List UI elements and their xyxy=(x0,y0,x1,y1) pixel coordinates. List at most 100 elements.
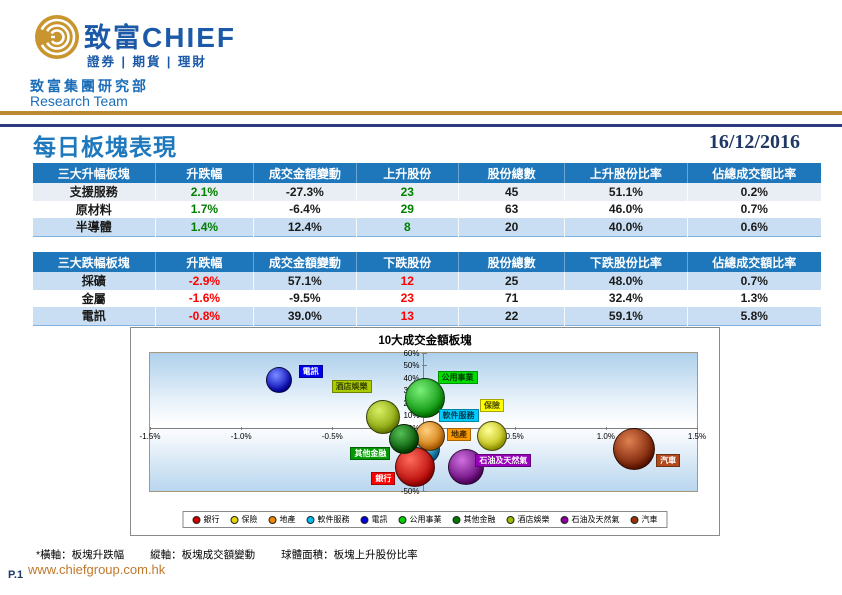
table-cell: 5.8% xyxy=(687,307,821,325)
legend-dot-icon xyxy=(360,515,369,524)
table-cell: 1.3% xyxy=(687,289,821,307)
table-cell: 51.1% xyxy=(564,183,688,201)
y-tick-mark xyxy=(421,352,427,354)
table-cell: 2.1% xyxy=(155,183,255,201)
legend-label: 電訊 xyxy=(371,515,388,524)
x-tick-mark xyxy=(241,426,243,430)
chief-logo-icon xyxy=(35,15,79,59)
bubble-label-7: 其他金融 xyxy=(350,447,391,461)
bubble-label-1: 銀行 xyxy=(371,471,396,485)
table-cell: 半導體 xyxy=(33,218,156,236)
brand-tagline: 證券 | 期貨 | 理財 xyxy=(87,55,207,69)
table-cell: 59.1% xyxy=(564,307,688,325)
table-cell: 39.0% xyxy=(253,307,357,325)
table-cell: 1.4% xyxy=(155,218,255,236)
column-header: 下跌股份 xyxy=(356,252,460,272)
website-link[interactable]: www.chiefgroup.com.hk xyxy=(28,562,166,577)
bubble-label-2: 保險 xyxy=(479,398,504,412)
table-cell: 原材料 xyxy=(33,200,156,218)
table-cell: 25 xyxy=(458,272,566,290)
y-tick-mark xyxy=(421,490,427,492)
table-cell: 48.0% xyxy=(564,272,688,290)
legend-item: 保險 xyxy=(230,514,258,525)
table-cell: 支援服務 xyxy=(33,183,156,201)
bubble-10 xyxy=(613,428,656,471)
legend-dot-icon xyxy=(306,515,315,524)
page-title: 每日板塊表現 xyxy=(33,134,177,160)
y-tick-label: 40% xyxy=(403,373,420,383)
y-tick-label: 50% xyxy=(403,361,420,371)
losers-table: 三大跌幅板塊 升跌幅 成交金額變動 下跌股份 股份總數 下跌股份比率 佔總成交額比率 採礦 -2… xyxy=(33,252,821,326)
column-header: 佔總成交額比率 xyxy=(687,252,821,272)
footnote-part: *橫軸：板塊升跌幅 xyxy=(36,549,125,561)
table-row: 半導體 1.4% 12.4% 8 20 40.0% 0.6% xyxy=(33,218,821,236)
table-cell: 20 xyxy=(458,218,566,236)
table-cell: -6.4% xyxy=(253,200,357,218)
legend-dot-icon xyxy=(452,515,461,524)
x-tick-mark xyxy=(697,426,698,430)
chart-plot-area: 60%50%40%30%20%10%0%-10%-20%-30%-40%-50%… xyxy=(140,349,707,496)
legend-item: 公用事業 xyxy=(398,514,442,525)
table-cell: 0.7% xyxy=(687,200,821,218)
chart-title: 10大成交金額板塊 xyxy=(378,335,472,347)
column-header: 升跌幅 xyxy=(155,252,255,272)
column-header: 佔總成交額比率 xyxy=(687,163,821,183)
table-cell: -1.6% xyxy=(155,289,255,307)
x-tick-label: 1.5% xyxy=(687,432,707,442)
legend-item: 軟件服務 xyxy=(306,514,350,525)
table-cell: 1.7% xyxy=(155,200,255,218)
chart-legend: 銀行 保險 地產 軟件服務 電訊 公用事業 其他金融 酒店娛樂 石油及天然氣 汽車 xyxy=(182,511,668,528)
table-header-row: 三大升幅板塊 升跌幅 成交金額變動 上升股份 股份總數 上升股份比率 佔總成交額比率 xyxy=(33,163,821,183)
navy-divider xyxy=(0,124,842,127)
table-cell: 金屬 xyxy=(33,289,156,307)
x-tick-label: 1.0% xyxy=(596,432,615,442)
page-number: P.1 xyxy=(8,569,24,581)
legend-item: 電訊 xyxy=(360,514,388,525)
table-cell: 12 xyxy=(356,272,460,290)
column-header: 股份總數 xyxy=(458,163,566,183)
footnote-part: 縱軸：板塊成交額變動 xyxy=(150,549,256,561)
legend-label: 銀行 xyxy=(203,515,220,524)
bubble-5 xyxy=(265,367,292,394)
table-cell: 採礦 xyxy=(33,272,156,290)
legend-dot-icon xyxy=(560,515,569,524)
bubble-6 xyxy=(404,377,445,418)
table-cell: 13 xyxy=(356,307,460,325)
table-cell: -0.8% xyxy=(155,307,255,325)
x-tick-mark xyxy=(150,426,151,430)
table-cell: 0.6% xyxy=(687,218,821,236)
legend-dot-icon xyxy=(398,515,407,524)
research-team-label: Research Team xyxy=(30,93,128,109)
table-cell: -9.5% xyxy=(253,289,357,307)
column-header: 三大升幅板塊 xyxy=(33,163,156,183)
x-tick-label: -0.5% xyxy=(321,432,343,442)
bubble-label-10: 汽車 xyxy=(656,454,681,468)
table-cell: 71 xyxy=(458,289,566,307)
legend-dot-icon xyxy=(268,515,277,524)
legend-label: 汽車 xyxy=(641,515,658,524)
table-cell: 0.2% xyxy=(687,183,821,201)
legend-label: 地產 xyxy=(279,515,296,524)
table-row: 電訊 -0.8% 39.0% 13 22 59.1% 5.8% xyxy=(33,307,821,325)
footnote-part: 球體面積：板塊上升股份比率 xyxy=(281,549,418,561)
legend-item: 地產 xyxy=(268,514,296,525)
x-tick-label: -1.0% xyxy=(230,432,252,442)
table-cell: 57.1% xyxy=(253,272,357,290)
column-header: 上升股份 xyxy=(356,163,460,183)
legend-dot-icon xyxy=(192,515,201,524)
table-cell: 22 xyxy=(458,307,566,325)
legend-dot-icon xyxy=(630,515,639,524)
table-cell: 46.0% xyxy=(564,200,688,218)
table-cell: -2.9% xyxy=(155,272,255,290)
legend-item: 石油及天然氣 xyxy=(560,514,620,525)
bubble-label-6: 公用事業 xyxy=(437,370,478,384)
y-tick-mark xyxy=(421,365,427,367)
legend-dot-icon xyxy=(506,515,515,524)
legend-label: 酒店娛樂 xyxy=(517,515,550,524)
table-cell: 45 xyxy=(458,183,566,201)
table-row: 原材料 1.7% -6.4% 29 63 46.0% 0.7% xyxy=(33,200,821,218)
bubble-label-9: 石油及天然氣 xyxy=(475,453,532,467)
column-header: 股份總數 xyxy=(458,252,566,272)
y-tick-label: -50% xyxy=(400,486,420,496)
